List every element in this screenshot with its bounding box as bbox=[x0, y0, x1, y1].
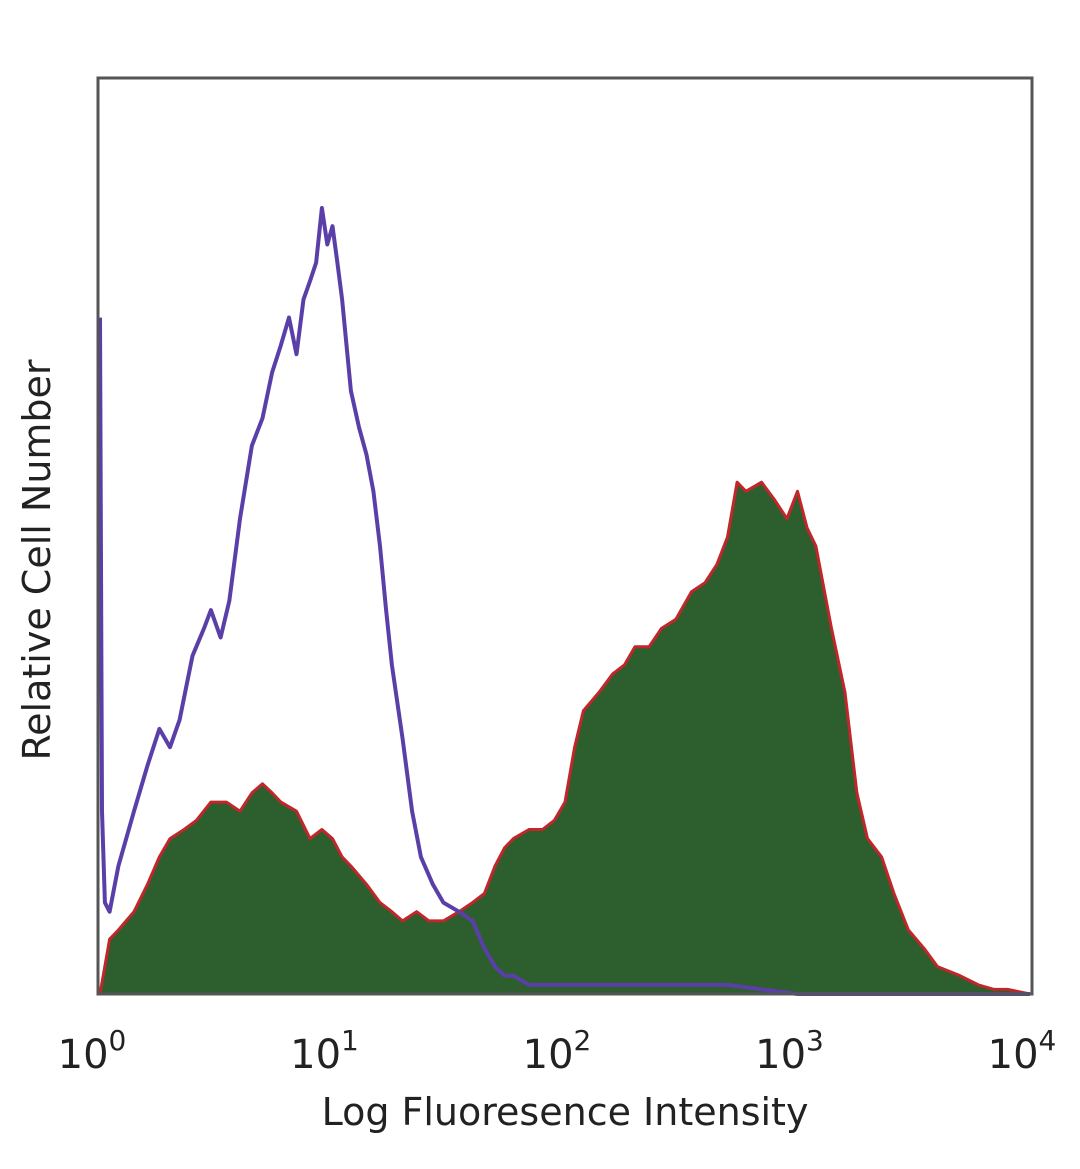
filled-histogram-outline bbox=[98, 480, 1031, 996]
x-tick-labels: 100 101 102 103 104 bbox=[58, 1024, 1057, 1078]
x-tick-exponent: 4 bbox=[1039, 1024, 1057, 1057]
x-tick-label-4: 104 bbox=[988, 1024, 1057, 1078]
x-tick-base: 10 bbox=[58, 1032, 109, 1078]
x-tick-label-0: 100 bbox=[58, 1024, 127, 1078]
x-tick-base: 10 bbox=[755, 1032, 806, 1078]
outline-histogram-line bbox=[98, 206, 1030, 996]
x-tick-base: 10 bbox=[290, 1032, 341, 1078]
x-tick-exponent: 1 bbox=[341, 1024, 359, 1057]
series-layer bbox=[98, 206, 1031, 996]
x-tick-label-1: 101 bbox=[290, 1024, 359, 1078]
x-tick-label-3: 103 bbox=[755, 1024, 824, 1078]
x-tick-exponent: 2 bbox=[574, 1024, 592, 1057]
x-tick-label-2: 102 bbox=[523, 1024, 592, 1078]
y-axis-title: Relative Cell Number bbox=[15, 359, 59, 760]
x-tick-base: 10 bbox=[523, 1032, 574, 1078]
x-tick-exponent: 0 bbox=[109, 1024, 127, 1057]
x-tick-base: 10 bbox=[988, 1032, 1039, 1078]
filled-histogram-area bbox=[100, 482, 1030, 994]
plot-frame bbox=[96, 76, 1034, 996]
x-axis-title: Log Fluoresence Intensity bbox=[322, 1090, 809, 1134]
x-tick-exponent: 3 bbox=[806, 1024, 824, 1057]
